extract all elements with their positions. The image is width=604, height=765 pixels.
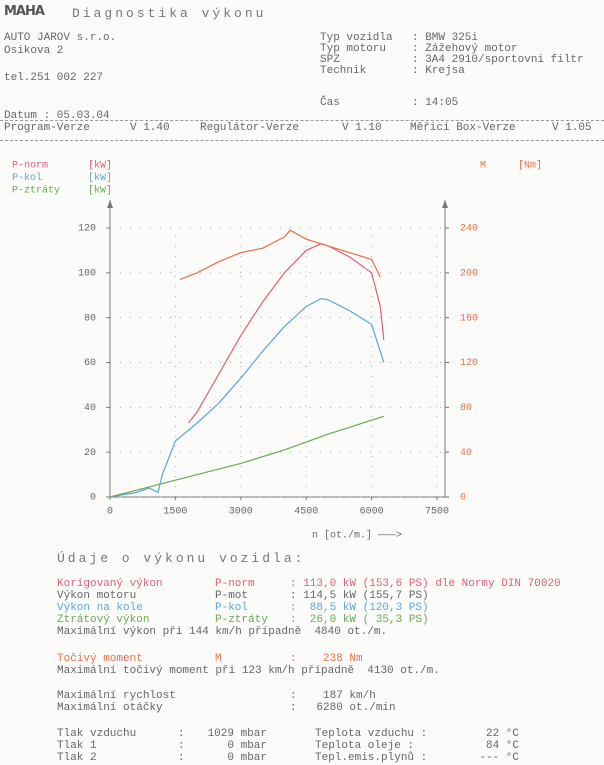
performance-cell: : 238 Nm [290, 653, 363, 665]
ambient-label: Teplota oleje : [315, 740, 415, 752]
legend-unit: [kW] [88, 185, 112, 197]
legend-unit: [kW] [88, 160, 112, 172]
y2-tick-label: 240 [460, 224, 478, 235]
version-value: V 1.40 [130, 122, 170, 134]
legend-label: P-kol [12, 172, 42, 184]
performance-cell: : 114,5 kW (155,7 PS) [290, 590, 429, 602]
ambient-value: 1029 mbar [207, 728, 267, 740]
version-value: V 1.05 [552, 122, 592, 134]
ambient-sep: : [178, 728, 185, 740]
y-tick-label: 80 [84, 313, 96, 324]
field-value: : 14:05 [412, 97, 459, 109]
y2-tick-label: 80 [460, 403, 472, 414]
series-line [109, 415, 384, 498]
performance-cell: Točivý moment [57, 653, 143, 665]
x-tick-label: 7500 [425, 507, 449, 518]
legend-label: P-norm [12, 161, 48, 172]
performance-cell: P-norm [215, 578, 255, 590]
ambient-value: 22 °C [485, 728, 519, 740]
legend-label: P-ztráty [12, 185, 60, 197]
y-tick-label: 60 [84, 358, 96, 369]
ambient-value: 0 mbar [227, 752, 267, 764]
performance-cell: Výkon na kole [57, 602, 143, 614]
legend-label: M [480, 161, 486, 172]
y-tick-label: 120 [78, 224, 96, 235]
ambient-label: Tlak 1 [57, 740, 97, 752]
x-axis-label: n [ot./m.] ———> [312, 530, 402, 542]
y2-tick-label: 160 [460, 313, 478, 324]
x-tick-label: 1500 [163, 507, 187, 518]
version-value: V 1.10 [342, 122, 382, 134]
field-label: SPZ [320, 54, 340, 66]
y-tick-label: 20 [84, 448, 96, 459]
y-tick-label: 40 [84, 403, 96, 414]
version-label: Měřicí Box-Verze [410, 122, 516, 134]
ambient-sep: : [178, 752, 185, 764]
company-line: tel.251 002 227 [4, 72, 104, 84]
series-line [109, 297, 385, 498]
x-tick-label: 6000 [360, 507, 384, 518]
performance-cell: P-ztráty [215, 614, 268, 626]
performance-cell: Maximální otáčky [57, 702, 163, 714]
date: Datum : 05.03.04 [4, 110, 110, 122]
field-value: : Zážehový motor [412, 43, 518, 55]
ambient-label: Tlak 2 [57, 752, 97, 764]
section-heading: Údaje o výkonu vozidla: [57, 551, 306, 566]
ambient-value: 84 °C [485, 740, 519, 752]
performance-cell: P-kol [215, 602, 249, 614]
performance-cell: M [215, 653, 222, 665]
company-line: Osikova 2 [4, 45, 64, 57]
y2-tick-label: 40 [460, 448, 472, 459]
logo: MAHA [4, 4, 45, 19]
performance-cell: P-mot [215, 590, 249, 602]
field-value: : Krejsa [412, 65, 465, 77]
company-line: AUTO JAROV s.r.o. [4, 32, 117, 44]
field-label: Čas [320, 97, 340, 109]
x-tick-label: 0 [107, 507, 113, 518]
legend-unit: [Nm] [518, 160, 542, 172]
performance-cell: Maximální výkon při 144 km/h případně 48… [57, 626, 388, 638]
series-line [179, 229, 381, 281]
performance-cell: Výkon motoru [57, 590, 137, 602]
axis-arrow [442, 200, 448, 208]
performance-cell: Ztrátový výkon [57, 614, 150, 626]
y2-tick-label: 0 [460, 493, 466, 504]
performance-cell: : 187 km/h [290, 690, 376, 702]
version-label: Program-Verze [4, 122, 90, 134]
performance-cell: Maximální točivý moment při 123 km/h pří… [57, 665, 440, 677]
y-tick-label: 100 [78, 268, 96, 279]
y-tick-label: 0 [90, 493, 96, 504]
rule [0, 140, 604, 141]
series-line [188, 243, 385, 424]
ambient-sep: : [178, 740, 185, 752]
chart: 0 20 40 60 80 100 120 0 40 80 120 160 200 240 0 1500 300… [12, 160, 542, 542]
field-value: : BMW 325i [412, 32, 479, 44]
field-label: Technik [320, 65, 367, 77]
performance-cell: : 113,0 kW (153,6 PS) dle Normy DIN 7002… [290, 578, 561, 590]
ambient-value: 0 mbar [227, 740, 267, 752]
legend-unit: [kW] [88, 172, 112, 184]
performance-cell: Korigovaný výkon [57, 578, 163, 590]
ambient-value: --- °C [479, 752, 519, 764]
x-tick-label: 3000 [229, 507, 253, 518]
ambient-label: Teplota vzduchu : [315, 728, 428, 740]
performance-cell: Maximální rychlost [57, 690, 176, 702]
performance-cell: : 6280 ot./min [290, 702, 396, 714]
version-label: Regulátor-Verze [200, 122, 300, 134]
rule [0, 120, 604, 121]
ambient-label: Tlak vzduchu [57, 728, 137, 740]
performance-cell: : 26,0 kW ( 35,3 PS) [290, 614, 429, 626]
axis-arrow [107, 200, 113, 208]
y2-tick-label: 120 [460, 358, 478, 369]
field-label: Typ vozidla [320, 32, 393, 44]
report-title: Diagnostika výkonu [72, 6, 267, 21]
y2-tick-label: 200 [460, 268, 478, 279]
performance-cell: : 88,5 kW (120,3 PS) [290, 602, 429, 614]
x-tick-label: 4500 [294, 507, 318, 518]
field-label: Typ motoru [320, 43, 387, 55]
ambient-label: Tepl.emis.plynů : [315, 752, 428, 764]
field-value: : 3A4 2910/sportovni filtr [412, 54, 584, 66]
